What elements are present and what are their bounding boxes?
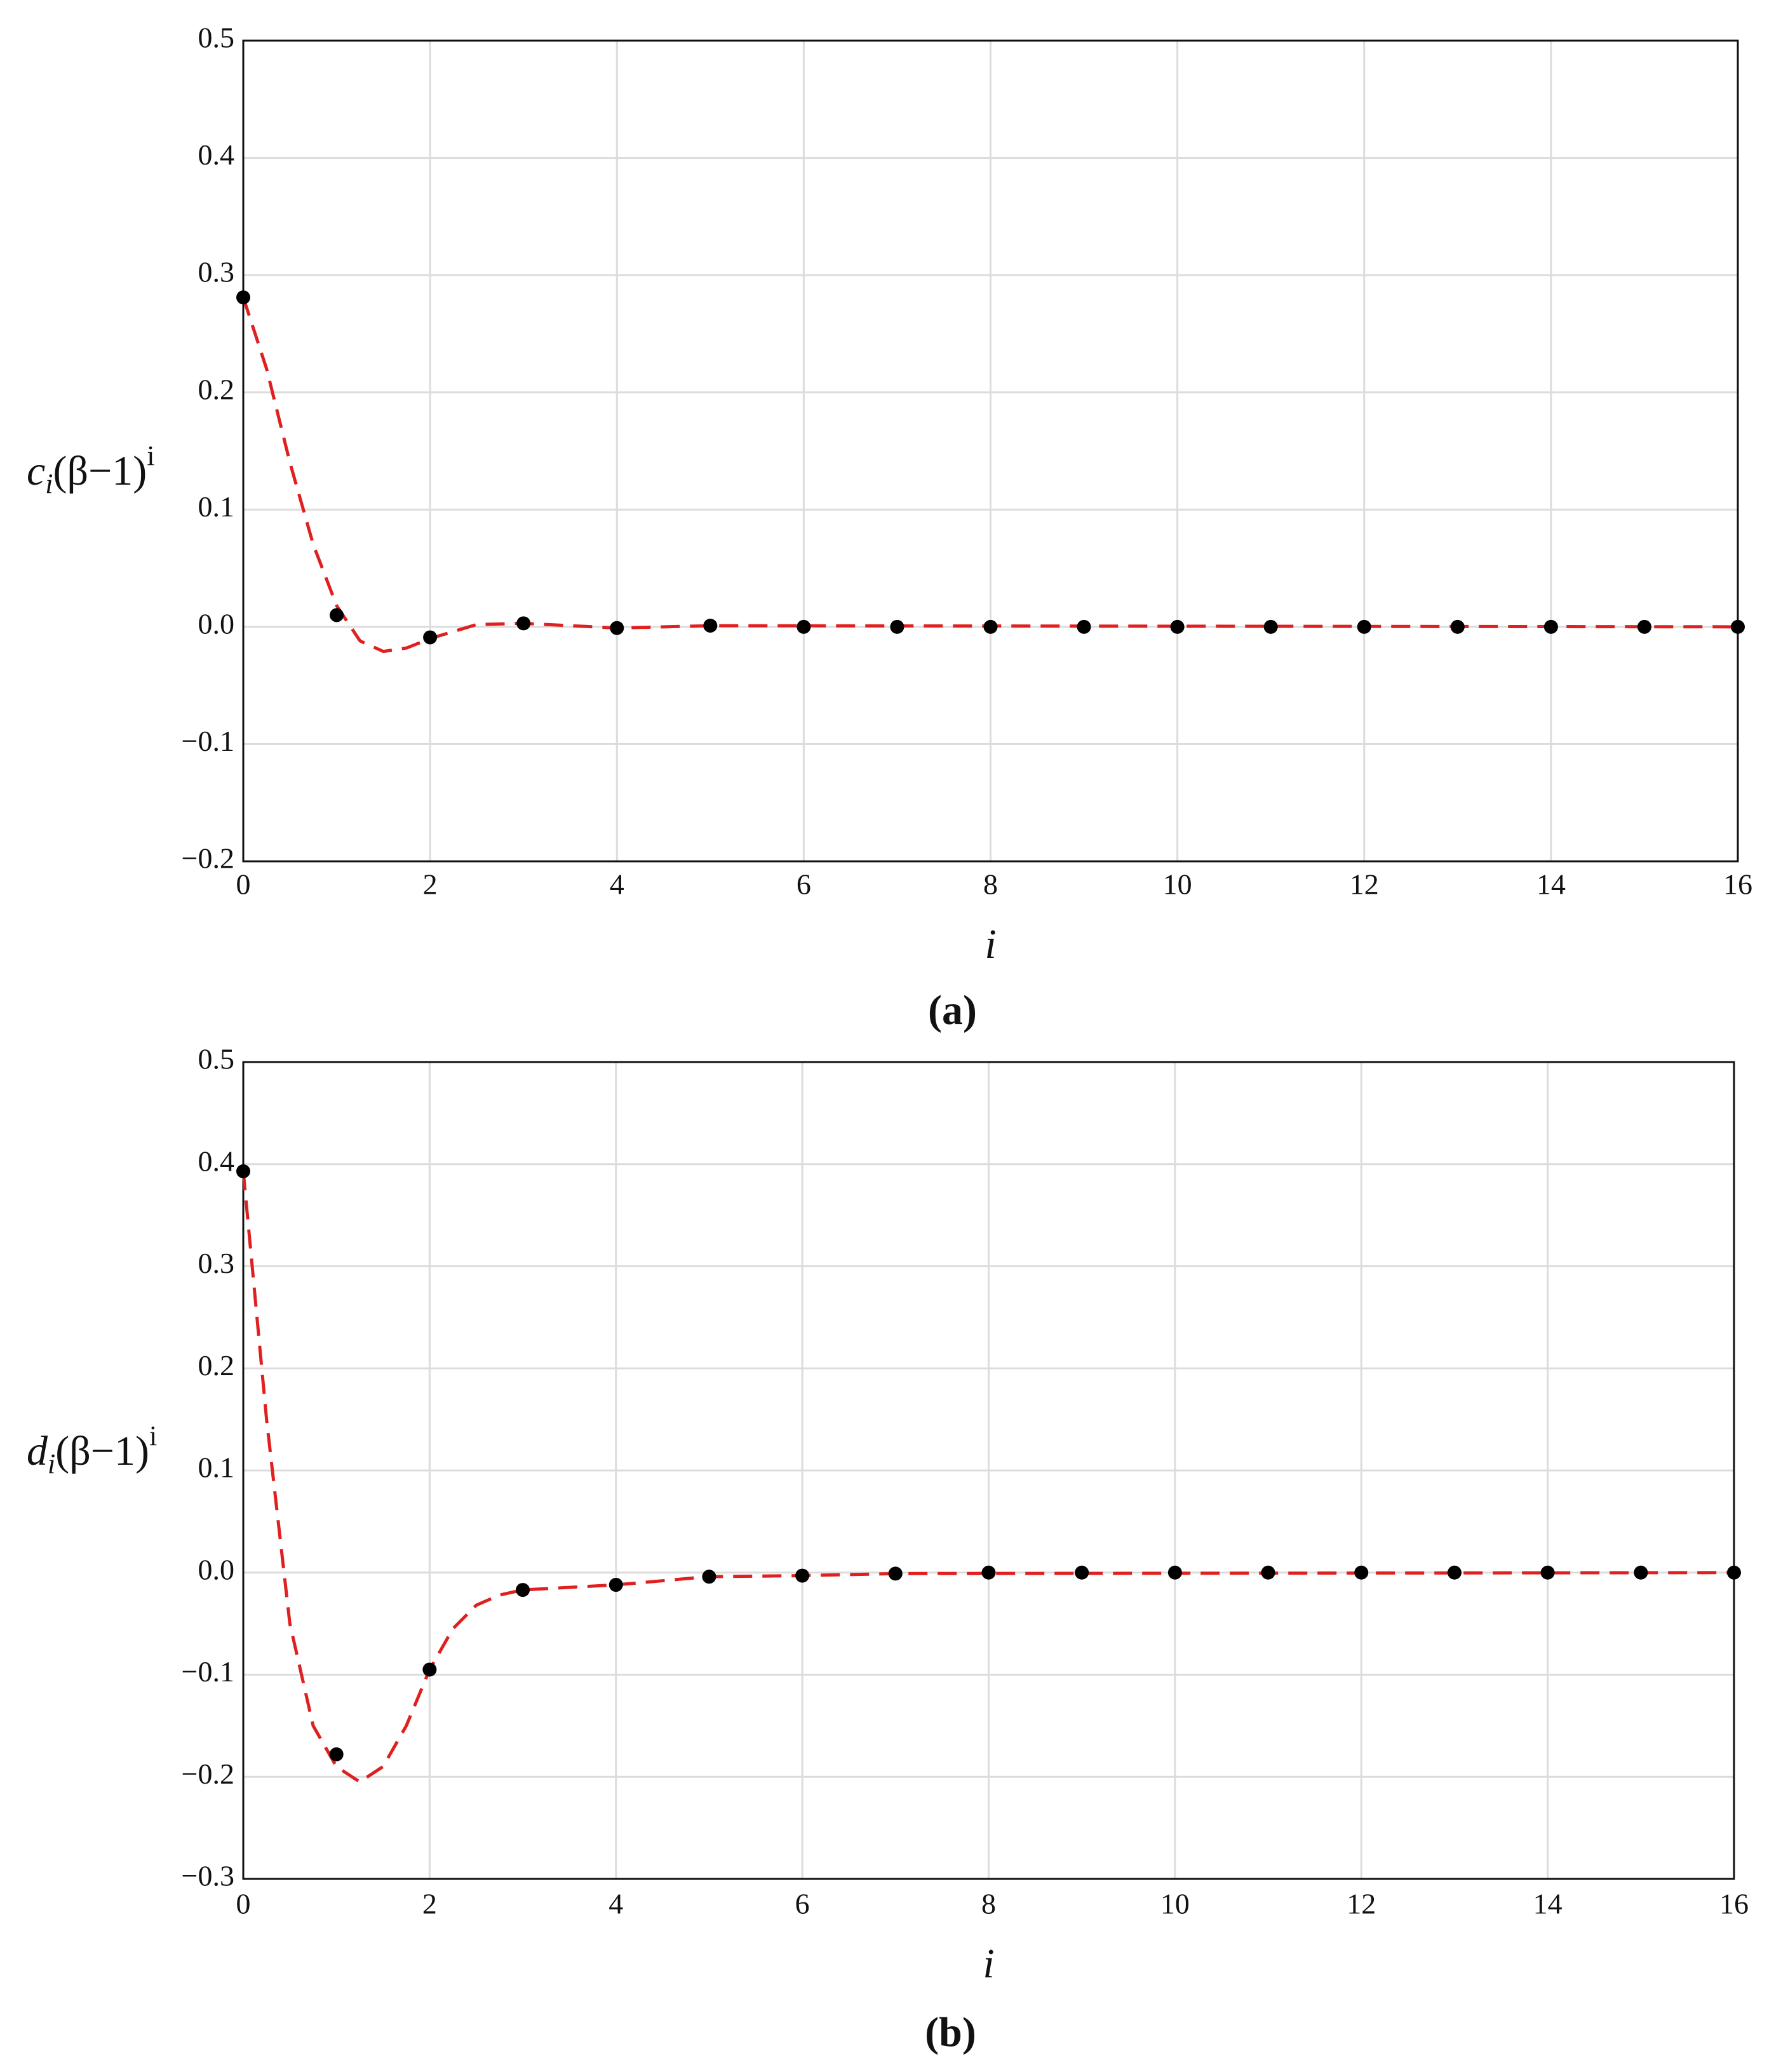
y-tick-label: 0.2 [198, 1349, 235, 1382]
data-point [1261, 1565, 1275, 1580]
x-tick-label: 0 [236, 868, 251, 901]
y-axis-label-part: i [147, 440, 154, 471]
data-point [1447, 1565, 1462, 1580]
x-tick-label: 14 [1533, 1888, 1563, 1920]
y-tick-label: 0.0 [198, 607, 235, 640]
data-point [1731, 619, 1745, 634]
x-tick-label: 16 [1723, 868, 1752, 901]
plot-frame [242, 1061, 1735, 1880]
data-point [981, 1565, 996, 1580]
x-tick-label: 0 [236, 1888, 251, 1920]
data-point [1357, 619, 1371, 634]
data-point [1075, 1565, 1089, 1580]
y-tick-label: 0.4 [198, 1145, 235, 1177]
y-axis-label-part: d [27, 1428, 48, 1474]
data-point [608, 1578, 623, 1592]
y-tick-label: −0.2 [182, 1758, 234, 1790]
data-point [1637, 619, 1651, 634]
y-tick-label: 0.5 [198, 1043, 235, 1075]
data-point [1167, 1565, 1182, 1580]
x-tick-label: 4 [610, 868, 624, 901]
y-axis-label: di(β−1)i [27, 1420, 157, 1479]
data-point [703, 619, 718, 633]
y-axis-label-part: i [45, 468, 53, 499]
data-point [236, 290, 250, 305]
x-tick-label: 16 [1719, 1888, 1749, 1920]
x-tick-label: 6 [797, 868, 811, 901]
x-axis-label: i [985, 921, 996, 967]
data-point [516, 1583, 530, 1598]
y-tick-label: −0.2 [182, 842, 234, 875]
y-axis-label-part: (β−1) [53, 448, 147, 494]
plot-frame [242, 39, 1739, 863]
x-tick-label: 12 [1350, 868, 1379, 901]
y-tick-label: 0.1 [198, 490, 235, 523]
data-point [1263, 619, 1278, 634]
data-point [422, 1662, 437, 1677]
data-point [983, 619, 998, 634]
data-point [1354, 1565, 1369, 1580]
y-tick-label: 0.4 [198, 138, 235, 171]
y-axis-label-part: i [149, 1420, 157, 1451]
x-tick-label: 12 [1347, 1888, 1376, 1920]
data-point [1540, 1565, 1555, 1580]
data-point [1077, 619, 1091, 634]
y-tick-label: 0.2 [198, 373, 235, 405]
y-tick-label: −0.1 [182, 725, 234, 757]
y-tick-label: −0.1 [182, 1655, 234, 1688]
y-tick-label: 0.1 [198, 1451, 235, 1484]
data-point [890, 619, 904, 634]
x-tick-label: 8 [983, 868, 998, 901]
x-axis-label: i [983, 1941, 994, 1987]
data-point [1543, 619, 1558, 634]
data-point [1727, 1565, 1741, 1580]
data-point [329, 1747, 344, 1761]
data-point [797, 619, 811, 634]
caption: (a) [928, 987, 977, 1033]
x-tick-label: 10 [1163, 868, 1192, 901]
y-tick-label: 0.0 [198, 1553, 235, 1585]
x-tick-label: 14 [1536, 868, 1566, 901]
x-tick-label: 4 [608, 1888, 623, 1920]
data-point [1170, 619, 1185, 634]
data-point [702, 1570, 716, 1584]
data-point [610, 621, 624, 635]
x-tick-label: 8 [981, 1888, 996, 1920]
y-tick-label: 0.3 [198, 256, 235, 288]
fit-curve [241, 1171, 1735, 1784]
data-point [795, 1568, 810, 1583]
y-axis-label-part: i [48, 1448, 55, 1479]
data-point [423, 630, 438, 645]
y-axis-label-part: (β−1) [55, 1428, 149, 1474]
x-tick-label: 2 [423, 868, 438, 901]
data-point [516, 616, 531, 631]
y-axis-label: ci(β−1)i [27, 440, 155, 499]
y-axis-label-part: c [27, 448, 45, 494]
data-point [236, 1164, 250, 1179]
chart: 0 2 4 6 8 10 12 14 16 −0.3 −0.2 −0.1 0.0 0.1 0.2 0.3 0.4… [27, 1043, 1749, 2056]
y-tick-label: 0.5 [198, 22, 235, 54]
chart: 0 2 4 6 8 10 12 14 16 −0.2 −0.1 0.0 0.1 0.2 0.3 0.4 0.5 i… [27, 22, 1752, 1034]
y-tick-label: −0.3 [182, 1860, 234, 1892]
fit-curve [241, 297, 1738, 654]
data-point [1634, 1565, 1648, 1580]
x-tick-label: 6 [795, 1888, 810, 1920]
y-tick-label: 0.3 [198, 1247, 235, 1279]
x-tick-label: 2 [422, 1888, 437, 1920]
data-point [1450, 619, 1465, 634]
x-tick-label: 10 [1160, 1888, 1190, 1920]
caption: (b) [925, 2009, 976, 2055]
data-point [888, 1566, 903, 1581]
data-point [330, 608, 344, 622]
